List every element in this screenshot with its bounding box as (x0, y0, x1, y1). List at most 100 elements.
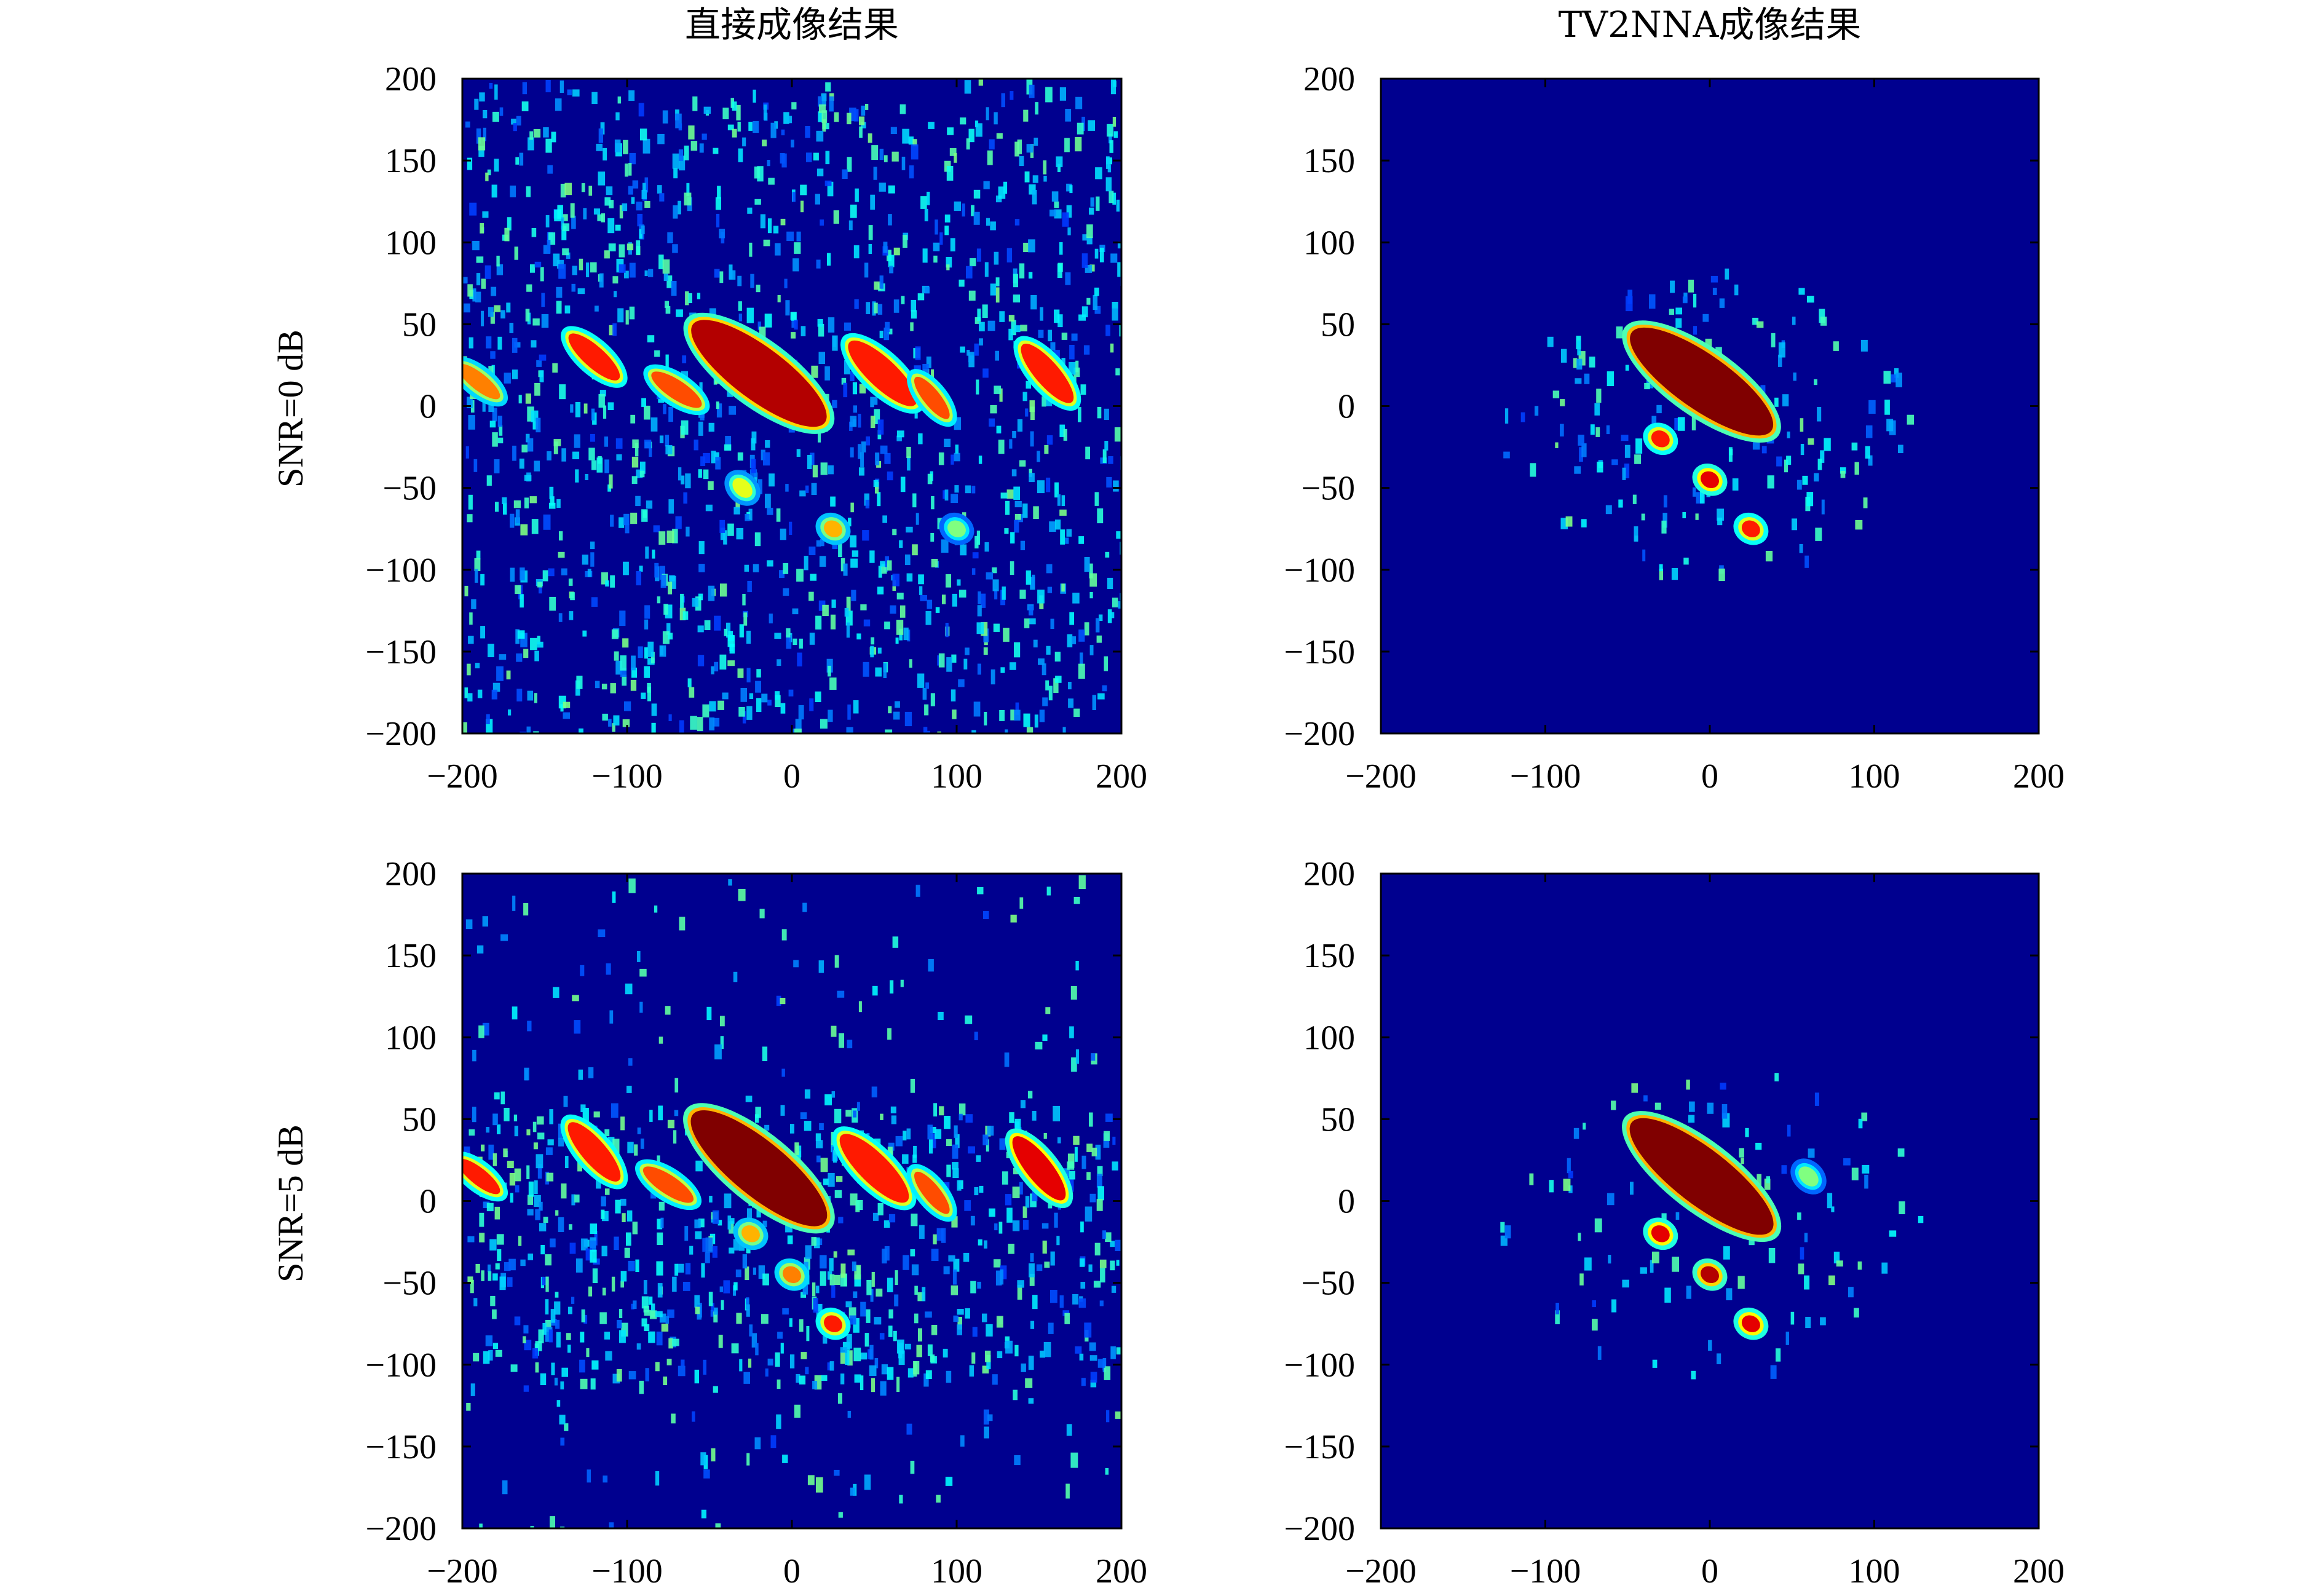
noise-speckle (648, 1331, 655, 1343)
noise-speckle (796, 1374, 800, 1383)
hotspot (1622, 320, 1781, 443)
noise-speckle (881, 564, 887, 574)
noise-speckle (668, 633, 673, 640)
noise-speckle (888, 214, 892, 226)
noise-speckle (983, 1409, 989, 1425)
hotspot (561, 326, 628, 388)
noise-speckle (746, 1297, 749, 1310)
noise-speckle (659, 1313, 666, 1323)
noise-speckle (987, 150, 993, 165)
y-tick-label: −100 (1284, 551, 1355, 590)
noise-speckle (822, 119, 826, 132)
noise-speckle (662, 259, 670, 274)
noise-speckle (995, 1270, 1002, 1286)
noise-speckle (545, 80, 551, 93)
noise-speckle (757, 166, 764, 182)
noise-speckle (1022, 1220, 1029, 1230)
noise-speckle (978, 1239, 982, 1246)
noise-speckle (1689, 1101, 1695, 1112)
noise-speckle (571, 283, 575, 292)
noise-speckle (885, 729, 893, 733)
noise-speckle (821, 93, 826, 106)
noise-speckle (596, 1177, 601, 1189)
noise-speckle (1071, 333, 1078, 341)
noise-speckle (1806, 492, 1814, 507)
noise-speckle (554, 1301, 561, 1315)
noise-speckle (711, 451, 716, 464)
noise-speckle (590, 262, 597, 273)
noise-speckle (716, 403, 722, 418)
noise-speckle (1012, 1220, 1020, 1231)
noise-speckle (831, 599, 836, 608)
noise-speckle (979, 322, 985, 331)
noise-speckle (1078, 314, 1086, 321)
noise-speckle (543, 514, 551, 530)
noise-speckle (1014, 325, 1021, 333)
noise-speckle (1017, 419, 1023, 432)
y-tick-label: −200 (365, 715, 437, 753)
noise-speckle (667, 1310, 674, 1318)
noise-speckle (488, 644, 494, 657)
noise-speckle (692, 598, 698, 607)
noise-speckle (628, 878, 636, 893)
noise-speckle (1792, 518, 1797, 531)
noise-speckle (489, 1239, 497, 1251)
noise-speckle (590, 552, 595, 567)
noise-speckle (842, 169, 848, 179)
noise-speckle (1097, 1166, 1103, 1176)
noise-speckle (875, 481, 879, 494)
noise-speckle (733, 1282, 738, 1290)
noise-speckle (1094, 248, 1099, 259)
noise-speckle (1105, 325, 1110, 336)
noise-speckle (495, 502, 499, 512)
noise-speckle (856, 1102, 860, 1111)
noise-speckle (1635, 438, 1643, 454)
noise-speckle (792, 608, 799, 615)
noise-speckle (854, 1274, 861, 1287)
noise-speckle (1626, 296, 1633, 312)
noise-speckle (474, 558, 481, 571)
noise-speckle (767, 700, 772, 706)
noise-speckle (1005, 729, 1008, 733)
noise-speckle (1855, 519, 1863, 530)
noise-speckle (678, 200, 681, 215)
noise-speckle (629, 263, 636, 278)
noise-speckle (563, 1096, 568, 1107)
noise-speckle (781, 129, 785, 136)
noise-speckle (599, 273, 604, 288)
noise-speckle (560, 704, 564, 712)
noise-speckle (582, 1108, 589, 1123)
noise-speckle (1078, 1298, 1086, 1308)
noise-speckle (960, 117, 966, 125)
noise-speckle (775, 691, 780, 700)
hotspot (1643, 1217, 1678, 1250)
noise-speckle (774, 633, 781, 639)
noise-speckle (738, 301, 742, 311)
noise-speckle (1023, 109, 1029, 122)
noise-speckle (964, 80, 971, 94)
noise-speckle (1117, 262, 1121, 277)
noise-speckle (1745, 1128, 1749, 1137)
noise-speckle (1092, 695, 1096, 710)
noise-speckle (786, 116, 792, 124)
row-label: SNR=0 dB (271, 330, 310, 488)
noise-speckle (1040, 307, 1043, 321)
noise-speckle (568, 579, 573, 586)
noise-speckle (798, 705, 804, 720)
noise-speckle (958, 1113, 963, 1121)
hotspot (907, 369, 957, 427)
noise-speckle (915, 513, 919, 525)
noise-speckle (550, 496, 555, 506)
noise-speckle (868, 243, 872, 254)
noise-speckle (647, 658, 655, 665)
noise-speckle (1654, 1102, 1661, 1110)
noise-speckle (1023, 242, 1029, 252)
noise-speckle (708, 585, 715, 601)
noise-speckle (625, 983, 633, 995)
noise-speckle (514, 1316, 521, 1325)
noise-speckle (923, 730, 930, 733)
noise-speckle (1579, 1273, 1584, 1286)
noise-speckle (920, 196, 927, 209)
noise-speckle (1568, 1185, 1573, 1193)
noise-speckle (779, 570, 785, 579)
